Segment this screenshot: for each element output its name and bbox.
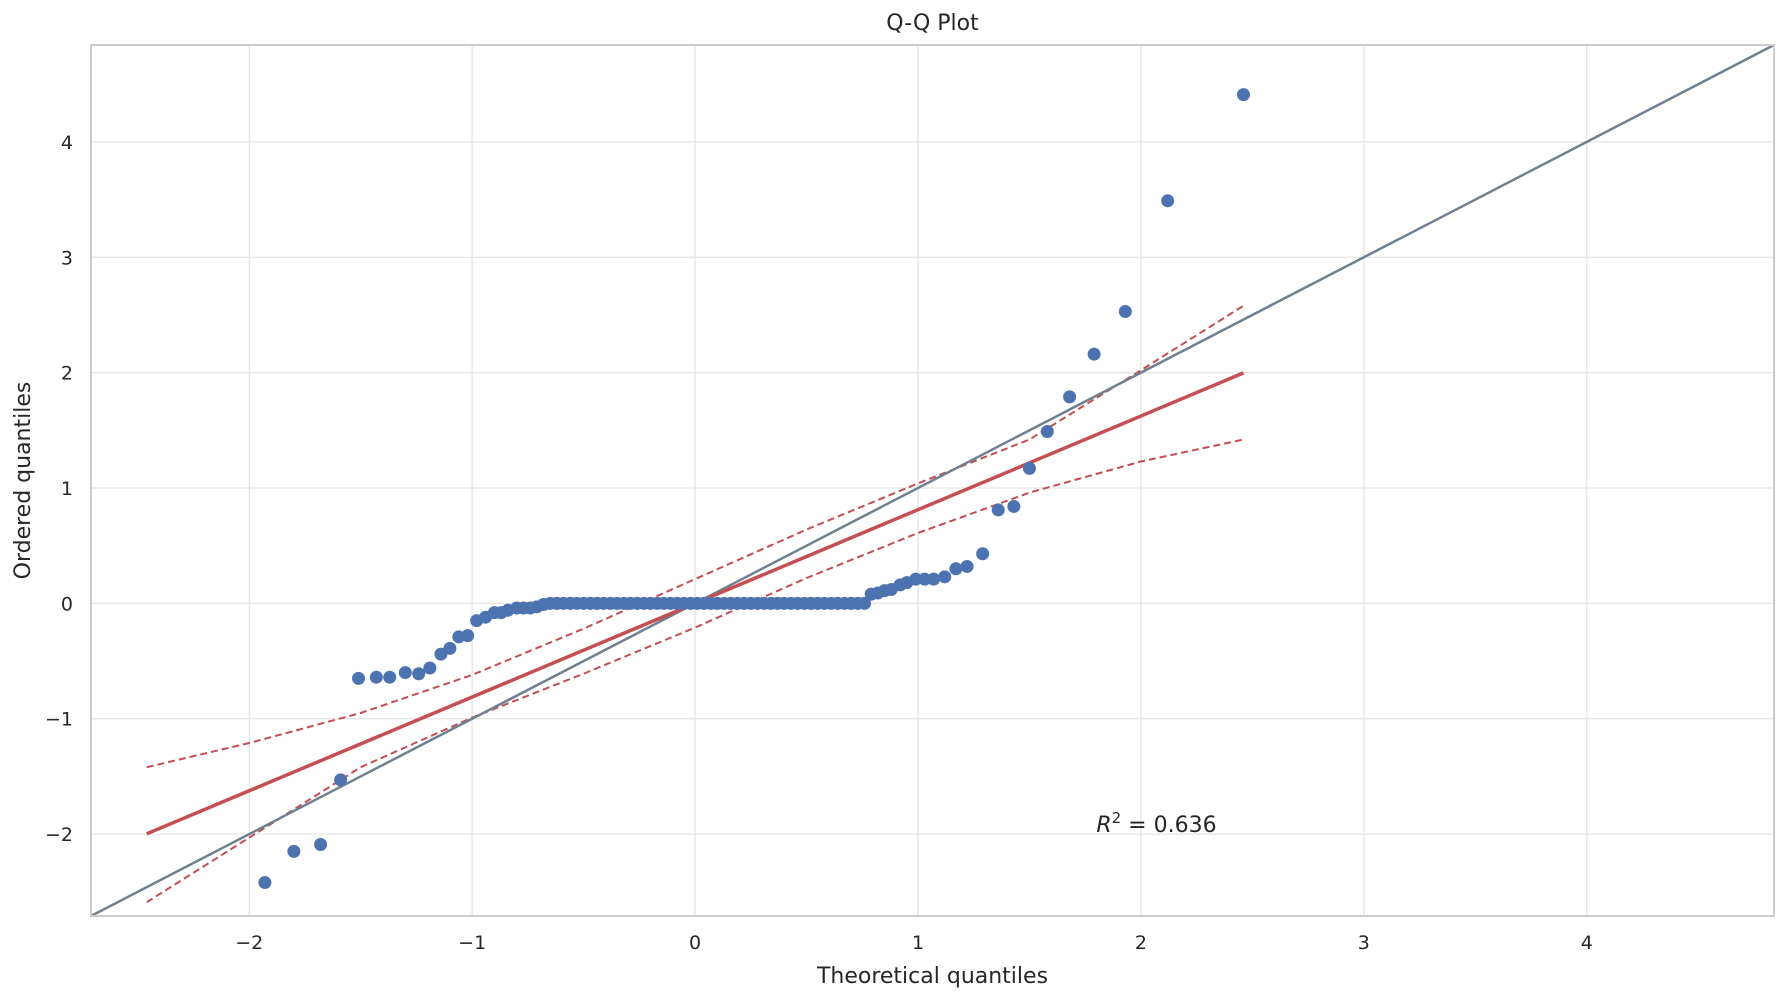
- data-point: [1161, 194, 1175, 208]
- data-points: [258, 88, 1250, 890]
- plot-frame: [90, 44, 1775, 917]
- data-point: [383, 670, 397, 684]
- x-tick-label: 2: [1135, 932, 1147, 954]
- data-point: [369, 670, 383, 684]
- data-point: [443, 641, 457, 655]
- y-tick-label: 2: [61, 363, 73, 385]
- x-axis-label: Theoretical quantiles: [816, 964, 1048, 989]
- data-point: [287, 844, 301, 858]
- data-point: [412, 667, 426, 681]
- identity-line: [90, 43, 1775, 918]
- data-point: [461, 629, 475, 643]
- data-point: [258, 876, 272, 890]
- y-tick-label: −1: [45, 709, 73, 731]
- data-point: [1007, 499, 1021, 513]
- x-tick-label: 1: [912, 932, 924, 954]
- x-tick-label: 0: [689, 932, 701, 954]
- data-point: [1040, 424, 1054, 438]
- x-tick-label: 4: [1581, 932, 1593, 954]
- confidence-band: [146, 304, 1245, 904]
- x-tick-label: 3: [1358, 932, 1370, 954]
- grid-lines: [91, 45, 1774, 916]
- y-tick-label: 3: [61, 247, 73, 269]
- data-point: [991, 503, 1005, 517]
- lower-confidence-line: [146, 438, 1244, 904]
- y-tick-label: 4: [61, 132, 73, 154]
- data-point: [949, 562, 963, 576]
- data-point: [1063, 390, 1077, 404]
- data-point: [423, 661, 437, 675]
- r-squared-prefix: R: [1096, 813, 1111, 838]
- r-squared-sup: 2: [1112, 809, 1122, 827]
- data-point: [909, 572, 923, 586]
- data-point: [927, 572, 941, 586]
- r-squared-annotation: R2 = 0.636: [1096, 809, 1216, 838]
- data-point: [938, 570, 952, 584]
- chart-title: Q-Q Plot: [886, 11, 979, 36]
- data-point: [976, 547, 990, 561]
- data-point: [1118, 304, 1132, 318]
- data-point: [314, 837, 328, 851]
- y-tick-label: −2: [45, 824, 73, 846]
- y-tick-label: 1: [61, 478, 73, 500]
- data-point: [351, 671, 365, 685]
- x-tick-label: −1: [458, 932, 486, 954]
- data-point: [334, 773, 348, 787]
- y-axis-label: Ordered quantiles: [11, 382, 36, 580]
- data-point: [918, 572, 932, 586]
- r-squared-value: = 0.636: [1121, 813, 1216, 838]
- data-point: [858, 596, 872, 610]
- data-point: [1087, 347, 1101, 361]
- data-point: [1022, 461, 1036, 475]
- data-point: [1236, 88, 1250, 102]
- data-point: [398, 666, 412, 680]
- x-tick-label: −2: [235, 932, 263, 954]
- y-tick-labels: −2 −1 0 1 2 3 4: [45, 132, 73, 846]
- upper-confidence-line: [146, 304, 1245, 769]
- x-tick-labels: −2 −1 0 1 2 3 4: [235, 932, 1593, 954]
- y-tick-label: 0: [61, 593, 73, 615]
- data-point: [960, 559, 974, 573]
